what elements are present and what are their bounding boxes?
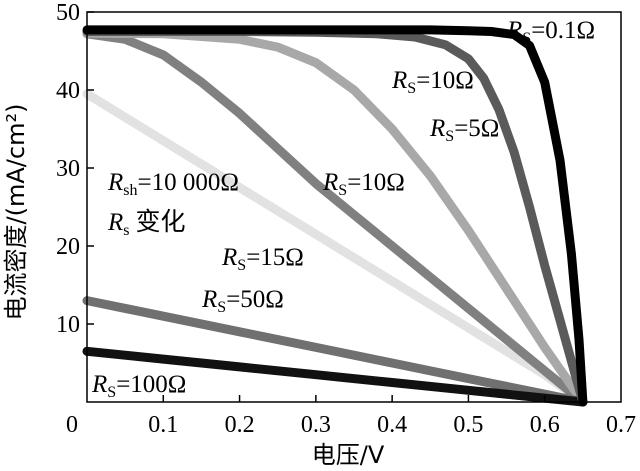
label-rs-10-upper-symbol: R (391, 67, 407, 94)
x-tick-label: 0.1 (148, 412, 178, 438)
rsh-annotation: Rsh=10 000Ω (107, 169, 239, 199)
y-tick-label: 20 (56, 234, 80, 260)
label-rs-100: RS=100Ω (91, 371, 186, 401)
series-line-0 (82, 25, 588, 407)
rsh-symbol: R (107, 169, 123, 196)
y-tick-label: 40 (56, 78, 80, 104)
label-rs-10-lower: RS=10Ω (322, 169, 405, 199)
rs-change-subscript: s (123, 222, 129, 239)
label-rs-100-subscript: S (107, 384, 116, 401)
label-rs-5: RS=5Ω (429, 115, 499, 145)
x-axis-title: 电压/V (312, 441, 385, 469)
x-tick-label: 0 (66, 412, 78, 438)
label-rs-5-symbol: R (429, 115, 445, 142)
label-rs-10-upper-subscript: S (407, 80, 416, 97)
label-rs-100-value: =100Ω (116, 371, 186, 398)
label-rs-0-1: RS=0.1Ω (506, 17, 595, 47)
rsh-subscript: sh (123, 182, 137, 199)
label-rs-50-subscript: S (217, 299, 226, 316)
label-rs-10-lower-symbol: R (322, 169, 338, 196)
label-rs-0-1-symbol: R (506, 17, 522, 44)
label-rs-10-lower-value: =10Ω (347, 169, 405, 196)
y-tick-label: 50 (56, 0, 80, 26)
label-rs-5-value: =5Ω (454, 115, 499, 142)
x-tick-label: 0.2 (225, 412, 255, 438)
label-rs-100-symbol: R (91, 371, 107, 398)
series-line-2 (82, 28, 588, 407)
series-line-3 (82, 29, 588, 407)
series-line-6 (82, 346, 588, 407)
y-tick-label: 10 (56, 312, 80, 338)
label-rs-5-subscript: S (445, 128, 454, 145)
label-rs-15: RS=15Ω (221, 244, 304, 274)
x-tick-label: 0.6 (530, 412, 560, 438)
ticks-layer: 0 0.1 0.2 0.3 0.4 0.5 0.6 0.7 10 20 30 40 50 (56, 0, 636, 438)
rs-change-symbol: R (107, 209, 123, 236)
rs-change-text: 变化 (136, 208, 186, 236)
x-tick-label: 0.5 (453, 412, 483, 438)
series-layer (82, 25, 588, 407)
plot-frame (86, 11, 622, 403)
label-rs-50: RS=50Ω (201, 286, 284, 316)
series-line-4 (82, 89, 588, 407)
label-rs-50-symbol: R (201, 286, 217, 313)
label-rs-15-subscript: S (237, 257, 246, 274)
x-tick-label: 0.3 (301, 412, 331, 438)
label-rs-10-lower-subscript: S (338, 182, 347, 199)
label-rs-15-value: =15Ω (246, 244, 304, 271)
label-rs-10-upper: RS=10Ω (391, 67, 474, 97)
series-line-5 (82, 296, 588, 407)
label-rs-15-symbol: R (221, 244, 237, 271)
rsh-value: =10 000Ω (138, 169, 239, 196)
y-tick-label: 30 (56, 156, 80, 182)
x-tick-label: 0.4 (377, 412, 407, 438)
label-rs-10-upper-value: =10Ω (416, 67, 474, 94)
x-tick-label: 0.7 (606, 412, 636, 438)
label-rs-50-value: =50Ω (226, 286, 284, 313)
y-axis-title: 电流密度/(mA/cm²) (2, 104, 30, 321)
label-rs-0-1-value: =0.1Ω (531, 17, 595, 44)
rs-change-annotation: Rs 变化 (107, 208, 186, 239)
label-rs-0-1-subscript: S (522, 30, 531, 47)
